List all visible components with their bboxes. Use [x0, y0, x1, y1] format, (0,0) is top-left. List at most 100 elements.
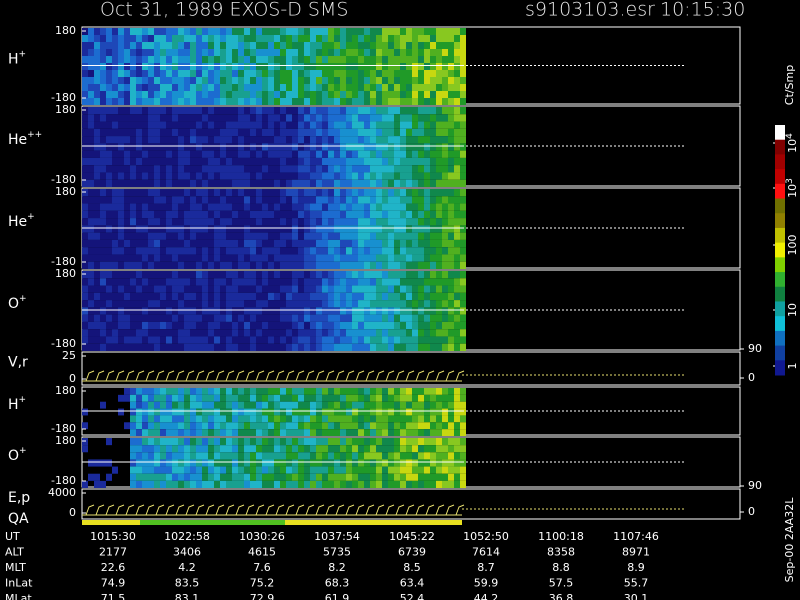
spectrogram-cell — [250, 157, 256, 166]
spectrogram-cell — [226, 388, 232, 395]
spectrogram-cell — [82, 63, 88, 70]
spectrogram-cell — [130, 394, 136, 402]
spectrogram-cell — [262, 189, 268, 197]
spectrogram-cell — [436, 136, 442, 144]
spectrogram-cell — [460, 114, 466, 122]
spectrogram-cell — [298, 42, 304, 49]
spectrogram-cell — [172, 321, 178, 330]
spectrogram-cell — [196, 394, 202, 402]
spectrogram-cell — [382, 278, 388, 286]
spectrogram-cell — [136, 232, 142, 240]
colorbar-swatch — [775, 257, 785, 273]
spectrogram-cell — [208, 218, 214, 226]
spectrogram-cell — [382, 466, 388, 474]
spectrogram-cell — [286, 459, 292, 467]
spectrogram-cell — [220, 70, 226, 77]
spectrogram-cell — [292, 232, 298, 240]
vector-tick — [365, 370, 375, 382]
spectrogram-cell — [268, 307, 274, 315]
spectrogram-cell — [322, 196, 328, 204]
spectrogram-cell — [412, 429, 418, 436]
spectrogram-cell — [316, 480, 322, 488]
spectrogram-cell — [100, 329, 106, 337]
spectrogram-cell — [136, 128, 142, 137]
spectrogram-cell — [208, 232, 214, 240]
spectrogram-cell — [316, 300, 322, 308]
spectrogram-cell — [214, 336, 220, 344]
spectrogram-cell — [124, 28, 130, 35]
spectrogram-cell — [316, 321, 322, 330]
spectrogram-cell — [394, 150, 400, 158]
spectrogram-cell — [250, 466, 256, 474]
spectrogram-cell — [310, 232, 316, 240]
spectrogram-cell — [178, 165, 184, 173]
spectrogram-cell — [400, 445, 406, 453]
spectrogram-cell — [202, 343, 208, 351]
spectrogram-cell — [424, 261, 430, 269]
spectrogram-cell — [184, 445, 190, 453]
spectrogram-cell — [346, 254, 352, 262]
spectrogram-cell — [214, 210, 220, 219]
spectrogram-cell — [460, 128, 466, 137]
label-text: O — [8, 448, 19, 464]
spectrogram-cell — [160, 247, 166, 255]
spectrogram-cell — [394, 84, 400, 91]
vector-tick — [435, 504, 445, 516]
spectrogram-cell — [130, 254, 136, 262]
spectrogram-cell — [166, 285, 172, 293]
spectrogram-cell — [160, 408, 166, 416]
spectrogram-cell — [142, 136, 148, 144]
spectrogram-cell — [214, 232, 220, 240]
spectrogram-cell — [148, 165, 154, 173]
spectrogram-cell — [94, 239, 100, 248]
spectrogram-cell — [304, 165, 310, 173]
label-sup: ++ — [27, 130, 42, 140]
spectrogram-cell — [154, 91, 160, 98]
spectrogram-cell — [112, 254, 118, 262]
spectrogram-cell — [148, 408, 154, 416]
spectrogram-cell — [208, 172, 214, 180]
spectrogram-cell — [262, 210, 268, 219]
spectrogram-cell — [82, 285, 88, 293]
colorbar-swatch — [775, 242, 785, 258]
spectrogram-cell — [388, 107, 394, 115]
spectrogram-cell — [364, 394, 370, 402]
spectrogram-cell — [172, 429, 178, 436]
spectrogram-cell — [208, 84, 214, 91]
spectrogram-cell — [154, 56, 160, 63]
spectrogram-cell — [232, 415, 238, 423]
spectrogram-cell — [388, 300, 394, 308]
spectrogram-cell — [388, 459, 394, 467]
spectrogram-cell — [124, 70, 130, 77]
spectrogram-cell — [220, 107, 226, 115]
spectrogram-cell — [136, 336, 142, 344]
spectrogram-cell — [160, 285, 166, 293]
spectrogram-cell — [394, 232, 400, 240]
spectrogram-cell — [262, 415, 268, 423]
spectrogram-cell — [460, 210, 466, 219]
spectrogram-cell — [178, 285, 184, 293]
spectrogram-cell — [388, 179, 394, 187]
spectrogram-cell — [424, 84, 430, 91]
spectrogram-cell — [346, 278, 352, 286]
spectrogram-cell — [148, 143, 154, 151]
spectrogram-cell — [292, 114, 298, 122]
spectrogram-cell — [352, 239, 358, 248]
spectrogram-cell — [124, 114, 130, 122]
spectrogram-cell — [166, 300, 172, 308]
spectrogram-cell — [340, 35, 346, 42]
spectrogram-cell — [310, 56, 316, 63]
spectrogram-cell — [286, 401, 292, 409]
spectrogram-cell — [292, 329, 298, 337]
spectrogram-cell — [454, 232, 460, 240]
spectrogram-cell — [112, 278, 118, 286]
spectrogram-cell — [118, 189, 124, 197]
spectrogram-cell — [178, 394, 184, 402]
spectrogram-cell — [346, 179, 352, 187]
spectrogram-cell — [220, 336, 226, 344]
spectrogram-cell — [208, 63, 214, 70]
spectrogram-cell — [268, 189, 274, 197]
spectrogram-cell — [322, 459, 328, 467]
spectrogram-cell — [124, 165, 130, 173]
spectrogram-cell — [388, 218, 394, 226]
